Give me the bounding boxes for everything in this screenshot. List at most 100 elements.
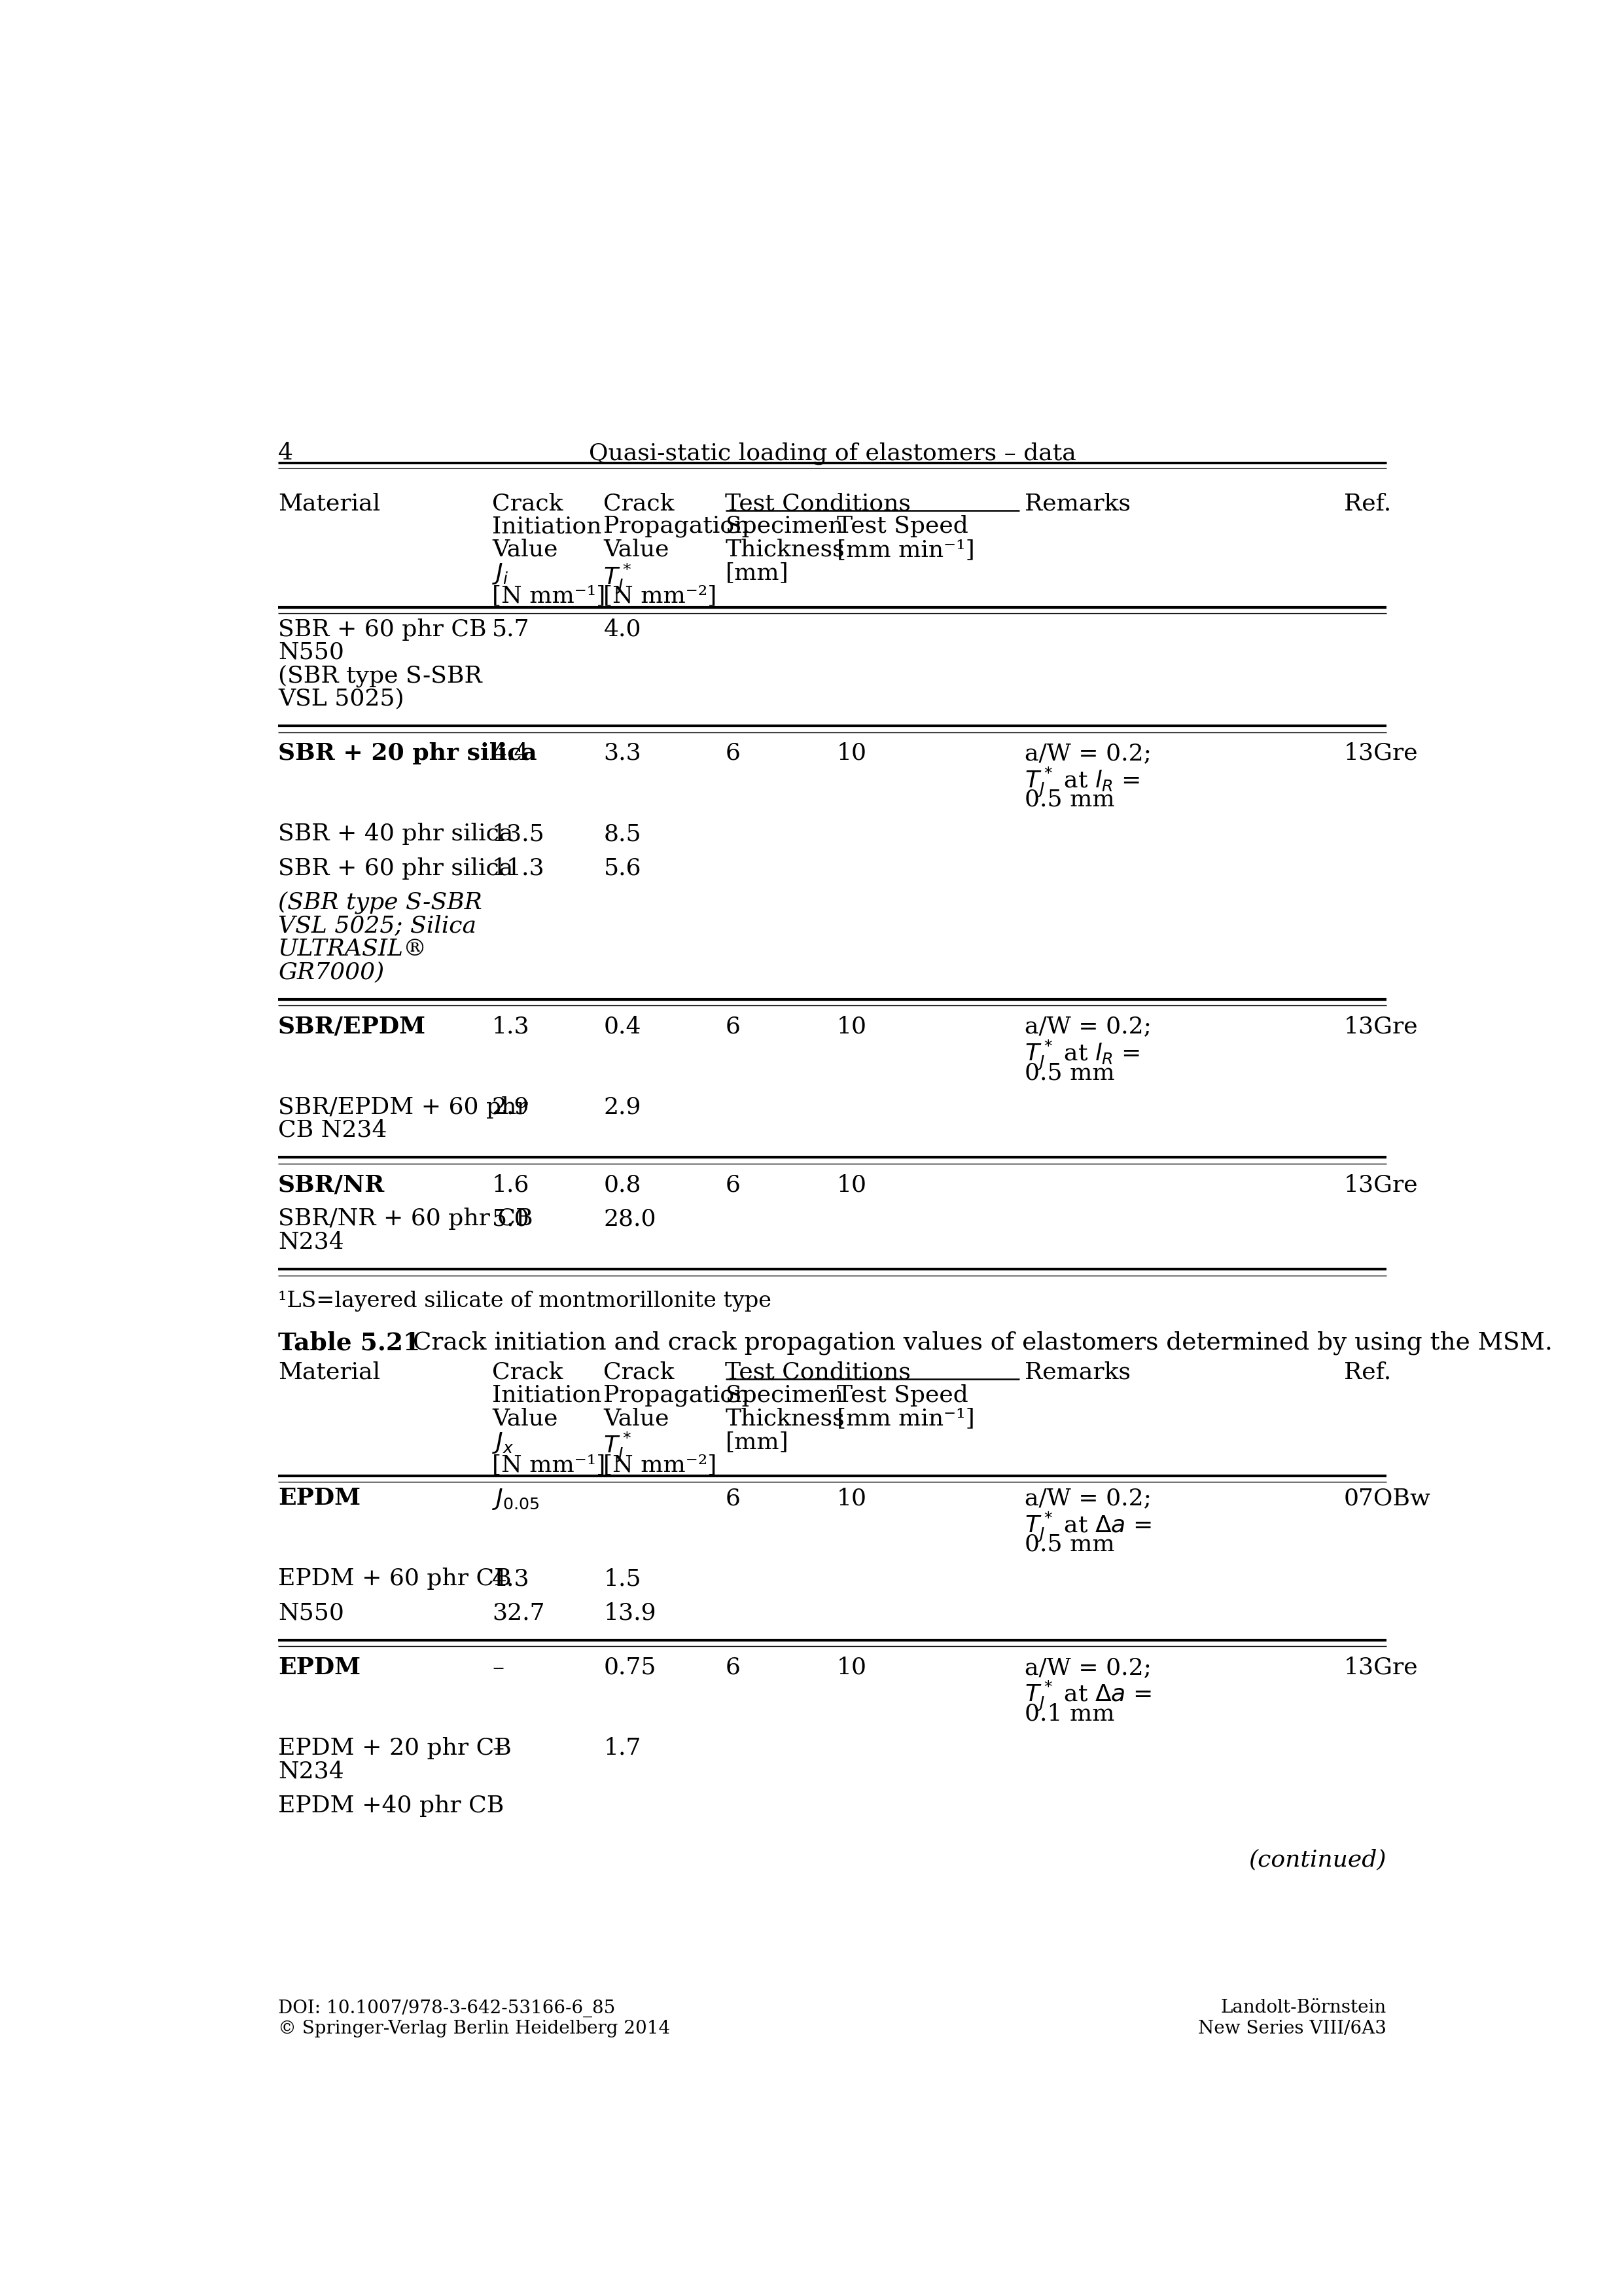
Text: 4.3: 4.3 — [492, 1568, 529, 1589]
Text: 2.9: 2.9 — [604, 1095, 641, 1118]
Text: Ref.: Ref. — [1345, 1362, 1392, 1382]
Text: SBR/NR: SBR/NR — [278, 1173, 385, 1196]
Text: EPDM +40 phr CB: EPDM +40 phr CB — [278, 1795, 503, 1816]
Text: 10: 10 — [836, 1173, 867, 1196]
Text: [N mm⁻¹]: [N mm⁻¹] — [492, 1453, 606, 1476]
Text: Table 5.21: Table 5.21 — [278, 1332, 421, 1355]
Text: 2.9: 2.9 — [492, 1095, 529, 1118]
Text: –: – — [492, 1655, 503, 1678]
Text: [N mm⁻²]: [N mm⁻²] — [604, 585, 718, 606]
Text: Propagation: Propagation — [604, 514, 750, 537]
Text: EPDM + 60 phr CB: EPDM + 60 phr CB — [278, 1568, 512, 1589]
Text: Value: Value — [492, 1407, 557, 1430]
Text: 0.75: 0.75 — [604, 1655, 656, 1678]
Text: Crack: Crack — [492, 491, 564, 514]
Text: 07OBw: 07OBw — [1345, 1488, 1431, 1508]
Text: Quasi-static loading of elastomers – data: Quasi-static loading of elastomers – dat… — [588, 441, 1077, 464]
Text: 4.0: 4.0 — [604, 618, 641, 641]
Text: $T_J^*$: $T_J^*$ — [604, 563, 632, 595]
Text: 0.4: 0.4 — [604, 1015, 641, 1038]
Text: $J_{0.05}$: $J_{0.05}$ — [492, 1488, 539, 1511]
Text: 13Gre: 13Gre — [1345, 1173, 1418, 1196]
Text: $T_J^*$ at $\Delta a$ =: $T_J^*$ at $\Delta a$ = — [1025, 1681, 1151, 1713]
Text: Thickness: Thickness — [726, 540, 844, 560]
Text: SBR + 20 phr silica: SBR + 20 phr silica — [278, 742, 538, 765]
Text: 13Gre: 13Gre — [1345, 1015, 1418, 1038]
Text: 10: 10 — [836, 1015, 867, 1038]
Text: Crack: Crack — [604, 1362, 674, 1382]
Text: Test Conditions: Test Conditions — [726, 1362, 911, 1382]
Text: –: – — [492, 1738, 503, 1759]
Text: Crack initiation and crack propagation values of elastomers determined by using : Crack initiation and crack propagation v… — [398, 1332, 1553, 1355]
Text: EPDM: EPDM — [278, 1488, 361, 1508]
Text: [mm]: [mm] — [726, 563, 789, 583]
Text: 1.6: 1.6 — [492, 1173, 529, 1196]
Text: 8.5: 8.5 — [604, 822, 641, 845]
Text: a/W = 0.2;: a/W = 0.2; — [1025, 742, 1151, 765]
Text: Value: Value — [604, 1407, 669, 1430]
Text: 11.3: 11.3 — [492, 856, 544, 879]
Text: VSL 5025; Silica: VSL 5025; Silica — [278, 914, 476, 937]
Text: [mm]: [mm] — [726, 1430, 789, 1453]
Text: 0.1 mm: 0.1 mm — [1025, 1704, 1114, 1724]
Text: Material: Material — [278, 491, 380, 514]
Text: $J_x$: $J_x$ — [492, 1430, 515, 1456]
Text: 0.5 mm: 0.5 mm — [1025, 1061, 1114, 1084]
Text: 13Gre: 13Gre — [1345, 742, 1418, 765]
Text: VSL 5025): VSL 5025) — [278, 689, 404, 709]
Text: a/W = 0.2;: a/W = 0.2; — [1025, 1488, 1151, 1508]
Text: Remarks: Remarks — [1025, 491, 1130, 514]
Text: 6: 6 — [726, 1015, 741, 1038]
Text: EPDM + 20 phr CB: EPDM + 20 phr CB — [278, 1738, 512, 1759]
Text: a/W = 0.2;: a/W = 0.2; — [1025, 1015, 1151, 1038]
Text: SBR + 60 phr CB: SBR + 60 phr CB — [278, 618, 487, 641]
Text: 5.0: 5.0 — [492, 1208, 529, 1231]
Text: $T_J^*$ at $\Delta a$ =: $T_J^*$ at $\Delta a$ = — [1025, 1511, 1151, 1543]
Text: GR7000): GR7000) — [278, 962, 385, 983]
Text: N234: N234 — [278, 1761, 344, 1782]
Text: 1.5: 1.5 — [604, 1568, 641, 1589]
Text: 1.3: 1.3 — [492, 1015, 529, 1038]
Text: 0.5 mm: 0.5 mm — [1025, 1534, 1114, 1557]
Text: 6: 6 — [726, 742, 741, 765]
Text: (continued): (continued) — [1249, 1848, 1387, 1871]
Text: 6: 6 — [726, 1488, 741, 1508]
Text: ¹LS=layered silicate of montmorillonite type: ¹LS=layered silicate of montmorillonite … — [278, 1290, 771, 1311]
Text: 13.9: 13.9 — [604, 1603, 656, 1623]
Text: SBR/EPDM + 60 phr: SBR/EPDM + 60 phr — [278, 1095, 528, 1118]
Text: SBR + 60 phr silica: SBR + 60 phr silica — [278, 856, 513, 879]
Text: (SBR type S-SBR: (SBR type S-SBR — [278, 664, 482, 687]
Text: 13Gre: 13Gre — [1345, 1655, 1418, 1678]
Text: 28.0: 28.0 — [604, 1208, 656, 1231]
Text: $T_J^*$ at $l_R$ =: $T_J^*$ at $l_R$ = — [1025, 1038, 1140, 1072]
Text: Crack: Crack — [492, 1362, 564, 1382]
Text: SBR + 40 phr silica: SBR + 40 phr silica — [278, 822, 513, 845]
Text: N550: N550 — [278, 641, 344, 664]
Text: 13.5: 13.5 — [492, 822, 546, 845]
Text: [N mm⁻²]: [N mm⁻²] — [604, 1453, 718, 1476]
Text: Thickness: Thickness — [726, 1407, 844, 1430]
Text: CB N234: CB N234 — [278, 1118, 387, 1141]
Text: $T_J^*$: $T_J^*$ — [604, 1430, 632, 1465]
Text: Value: Value — [604, 540, 669, 560]
Text: Material: Material — [278, 1362, 380, 1382]
Text: Test Conditions: Test Conditions — [726, 491, 911, 514]
Text: Test Speed: Test Speed — [836, 1384, 968, 1407]
Text: EPDM: EPDM — [278, 1655, 361, 1678]
Text: 4: 4 — [278, 441, 292, 464]
Text: 0.8: 0.8 — [604, 1173, 641, 1196]
Text: Initiation: Initiation — [492, 1384, 601, 1407]
Text: Crack: Crack — [604, 491, 674, 514]
Text: ULTRASIL®: ULTRASIL® — [278, 937, 427, 960]
Text: Initiation: Initiation — [492, 514, 601, 537]
Text: 4.4: 4.4 — [492, 742, 529, 765]
Text: 10: 10 — [836, 1655, 867, 1678]
Text: Specimen: Specimen — [726, 1384, 843, 1407]
Text: N234: N234 — [278, 1231, 344, 1254]
Text: Remarks: Remarks — [1025, 1362, 1130, 1382]
Text: SBR/NR + 60 phr CB: SBR/NR + 60 phr CB — [278, 1208, 533, 1231]
Text: 0.5 mm: 0.5 mm — [1025, 788, 1114, 810]
Text: SBR/EPDM: SBR/EPDM — [278, 1015, 425, 1038]
Text: 6: 6 — [726, 1173, 741, 1196]
Text: Value: Value — [492, 540, 557, 560]
